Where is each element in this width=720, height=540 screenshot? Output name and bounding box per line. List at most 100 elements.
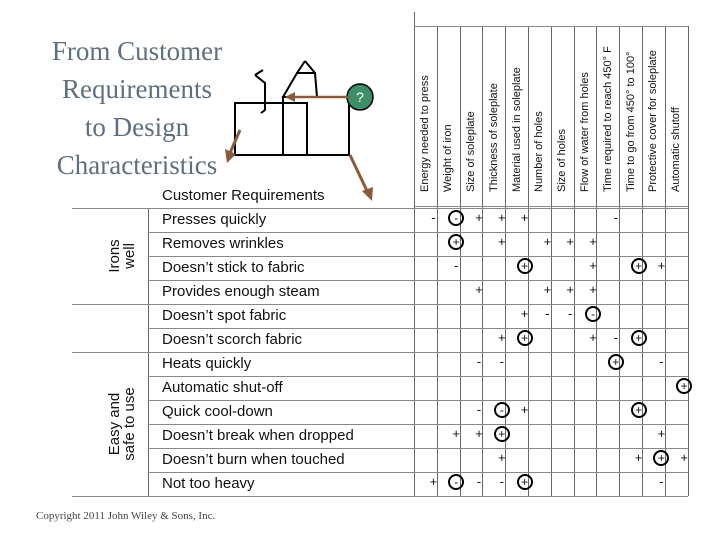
row-divider	[148, 280, 688, 281]
positive-marker: +	[657, 258, 666, 273]
column-divider	[687, 26, 689, 496]
design-characteristic-label: Number of holes	[533, 111, 546, 192]
customer-requirement-label: Automatic shut-off	[162, 379, 283, 396]
strong-positive-marker: +	[630, 258, 647, 274]
house-roof	[281, 72, 319, 98]
design-characteristic-header: Flow of water from holes	[574, 26, 597, 206]
row-divider	[72, 304, 688, 305]
column-divider	[573, 26, 575, 496]
positive-marker: +	[520, 402, 529, 417]
strong-positive-marker: +	[448, 234, 465, 250]
positive-marker: +	[657, 426, 666, 441]
row-divider	[72, 496, 688, 497]
customer-requirement-label: Not too heavy	[162, 475, 255, 492]
design-characteristic-label: Time to go from 450° to 100°	[624, 51, 637, 192]
house-body-left	[234, 102, 308, 156]
design-characteristic-header: Automatic shutoff	[665, 26, 688, 206]
group-label: safe to use	[121, 387, 138, 461]
column-divider	[664, 26, 666, 496]
iron-handle	[254, 74, 266, 114]
customer-requirements-header: Customer Requirements	[162, 187, 325, 204]
negative-marker: -	[476, 402, 482, 417]
column-divider	[414, 12, 415, 496]
positive-marker: +	[589, 330, 597, 345]
strong-positive-marker: +	[630, 402, 647, 418]
customer-requirement-label: Doesn’t scorch fabric	[162, 331, 303, 348]
header-separator	[414, 206, 688, 207]
positive-marker: +	[475, 426, 483, 441]
customer-requirement-label: Doesn’t stick to fabric	[162, 259, 305, 276]
negative-marker: -	[499, 474, 504, 489]
row-divider	[148, 400, 688, 401]
strong-positive-marker: +	[516, 474, 533, 490]
title-line: Requirements	[62, 74, 212, 104]
positive-marker: +	[429, 474, 438, 489]
positive-marker: +	[498, 330, 506, 345]
positive-marker: +	[520, 210, 529, 225]
strong-positive-marker: +	[630, 330, 647, 346]
design-characteristic-label: Size of holes	[556, 129, 569, 192]
negative-marker: -	[431, 210, 436, 225]
positive-marker: +	[566, 282, 574, 297]
customer-requirement-label: Doesn’t burn when touched	[162, 451, 345, 468]
design-characteristic-label: Energy needed to press	[419, 75, 432, 192]
positive-marker: +	[680, 450, 688, 465]
customer-requirement-label: Removes wrinkles	[162, 235, 284, 252]
column-divider	[619, 26, 621, 496]
row-divider	[148, 328, 688, 329]
strong-positive-marker: +	[607, 354, 624, 370]
customer-requirement-label: Provides enough steam	[162, 283, 320, 300]
header-top-border	[414, 26, 688, 27]
design-characteristic-header: Size of soleplate	[460, 26, 483, 206]
row-divider	[72, 208, 688, 209]
positive-marker: +	[498, 210, 506, 225]
arrow-head-left	[285, 92, 295, 102]
strong-negative-marker: -	[448, 210, 465, 226]
positive-marker: +	[475, 282, 483, 297]
column-divider	[459, 26, 461, 496]
row-divider	[148, 256, 688, 257]
row-divider	[148, 472, 688, 473]
column-divider	[482, 26, 484, 496]
strong-positive-marker: +	[493, 426, 510, 442]
design-characteristic-label: Thickness of soleplate	[487, 83, 500, 192]
negative-marker: -	[613, 210, 618, 225]
positive-marker: +	[475, 210, 483, 225]
positive-marker: +	[634, 450, 643, 465]
strong-positive-marker: +	[676, 378, 693, 394]
design-characteristic-label: Automatic shutoff	[670, 107, 683, 192]
title-line: From Customer	[51, 36, 223, 66]
row-divider	[148, 448, 688, 449]
column-divider	[505, 26, 507, 496]
positive-marker: +	[543, 234, 552, 249]
copyright-notice: Copyright 2011 John Wiley & Sons, Inc.	[36, 510, 216, 522]
design-characteristic-header: Material used in soleplate	[505, 26, 528, 206]
column-divider	[436, 26, 438, 496]
positive-marker: +	[520, 306, 529, 321]
svg-text:?: ?	[356, 89, 364, 105]
house-body-right	[282, 96, 350, 156]
row-divider	[148, 376, 688, 377]
design-characteristic-header: Size of holes	[551, 26, 574, 206]
design-characteristic-label: Flow of water from holes	[578, 72, 591, 192]
design-characteristic-label: Weight of iron	[442, 124, 455, 192]
negative-marker: -	[659, 474, 664, 489]
design-characteristic-label: Time required to reach 450° F	[601, 46, 614, 192]
column-divider	[596, 26, 598, 496]
positive-marker: +	[543, 282, 552, 297]
arrow-head-down-right	[362, 187, 373, 201]
group-easy-safe: Easy and safe to use	[96, 352, 148, 496]
customer-requirement-label: Doesn’t break when dropped	[162, 427, 354, 444]
design-characteristic-header: Number of holes	[528, 26, 551, 206]
design-characteristic-label: Protective cover for soleplate	[647, 50, 660, 192]
design-characteristic-label: Size of soleplate	[464, 111, 477, 192]
customer-requirement-label: Quick cool-down	[162, 403, 273, 420]
strong-negative-marker: -	[448, 474, 465, 490]
design-characteristic-label: Material used in soleplate	[510, 67, 523, 192]
strong-positive-marker: +	[653, 450, 670, 466]
column-divider	[550, 26, 552, 496]
strong-negative-marker: -	[493, 402, 510, 418]
negative-marker: -	[613, 330, 618, 345]
positive-marker: +	[589, 282, 597, 297]
arrow-head-down-left	[225, 149, 236, 163]
